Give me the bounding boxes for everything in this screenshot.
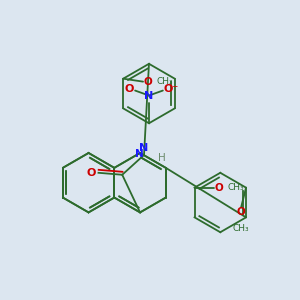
Text: CH₃: CH₃ (157, 77, 173, 86)
Text: O⁻: O⁻ (163, 84, 178, 94)
Text: CH₃: CH₃ (228, 183, 244, 192)
Text: N: N (140, 143, 148, 153)
Text: O: O (215, 183, 224, 193)
Text: CH₃: CH₃ (233, 224, 249, 233)
Text: O: O (87, 168, 96, 178)
Text: O: O (124, 84, 134, 94)
Text: H: H (158, 153, 166, 163)
Text: N: N (144, 91, 154, 100)
Text: O: O (144, 76, 152, 87)
Text: O: O (237, 207, 245, 218)
Text: N: N (135, 149, 143, 159)
